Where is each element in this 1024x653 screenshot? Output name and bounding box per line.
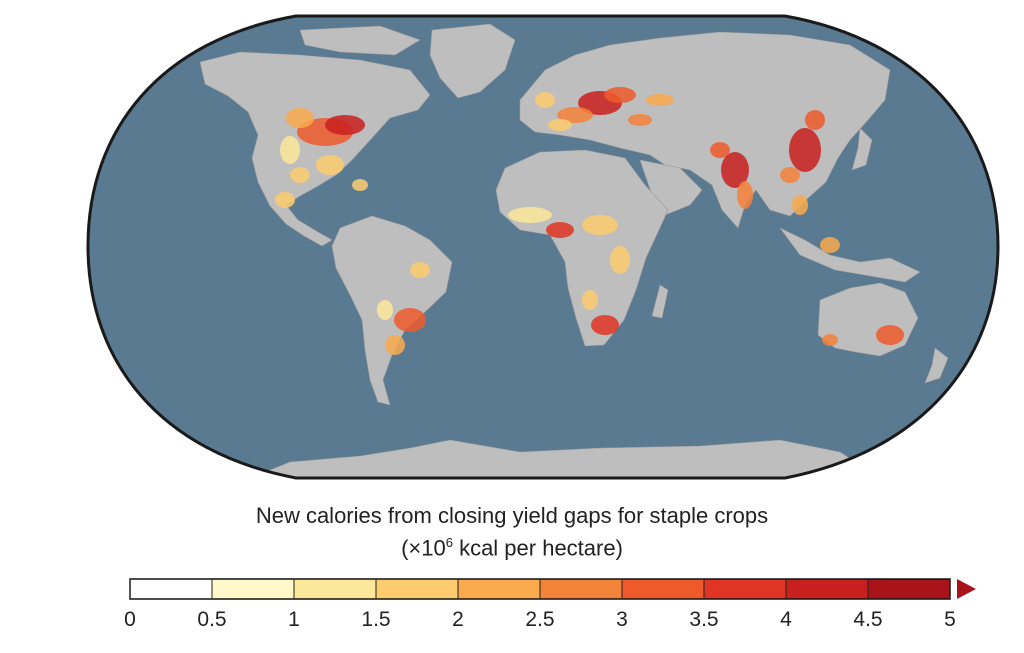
colorbar-tick-label: 3.5 <box>689 608 718 631</box>
hotspot-4 <box>290 167 310 183</box>
hotspot-28 <box>410 262 430 278</box>
hotspot-2 <box>286 108 314 128</box>
colorbar-extend-arrow <box>957 579 976 599</box>
hotspot-7 <box>557 107 593 123</box>
hotspot-23 <box>610 246 630 274</box>
colorbar-tick-label: 3 <box>616 608 628 631</box>
hotspot-19 <box>792 195 808 215</box>
hotspot-33 <box>275 192 295 208</box>
hotspot-20 <box>508 207 552 223</box>
hotspot-15 <box>710 142 730 158</box>
colorbar-cell-8 <box>786 579 869 599</box>
colorbar-cell-9 <box>868 579 951 599</box>
legend-title: New calories from closing yield gaps for… <box>255 503 769 528</box>
colorbar-cell-0 <box>130 579 213 599</box>
land-greenland <box>429 23 516 99</box>
colorbar-cell-6 <box>622 579 705 599</box>
hotspot-10 <box>535 92 555 108</box>
hotspot-26 <box>394 308 426 332</box>
colorbar-cell-1 <box>212 579 295 599</box>
hotspot-25 <box>582 290 598 310</box>
land-north-america <box>199 51 431 247</box>
hotspot-24 <box>591 315 619 335</box>
hotspot-21 <box>546 222 574 238</box>
globe-outline <box>86 14 1000 480</box>
colorbar: 0 0.5 1 1.5 2 2.5 3 3.5 4 4.5 5 <box>0 570 1024 648</box>
land-antarctica <box>249 439 882 478</box>
hotspot-27 <box>385 335 405 355</box>
colorbar-cell-4 <box>458 579 541 599</box>
colorbar-cell-3 <box>376 579 459 599</box>
colorbar-tick-label: 2 <box>452 608 464 631</box>
hotspot-32 <box>820 237 840 253</box>
hotspot-30 <box>876 325 904 345</box>
colorbar-tick-label: 5 <box>944 608 956 631</box>
hotspot-34 <box>352 179 368 191</box>
colorbar-cells <box>130 579 951 599</box>
colorbar-tick-label: 0.5 <box>197 608 226 631</box>
colorbar-ticks: 0 0.5 1 1.5 2 2.5 3 3.5 4 4.5 5 <box>124 579 956 631</box>
hotspot-11 <box>628 114 652 126</box>
hotspot-18 <box>780 167 800 183</box>
colorbar-cell-5 <box>540 579 623 599</box>
land-madagascar <box>651 284 669 319</box>
hotspot-16 <box>789 128 821 172</box>
hotspot-29 <box>377 300 393 320</box>
land-se-asia-islands <box>779 227 921 283</box>
land-new-zealand <box>924 347 949 384</box>
hotspot-13 <box>721 152 749 188</box>
legend-units: (×106 kcal per hectare) <box>401 535 623 561</box>
colorbar-cell-2 <box>294 579 377 599</box>
colorbar-cell-7 <box>704 579 787 599</box>
hotspot-5 <box>316 155 344 175</box>
yield-gap-hotspots <box>275 87 904 355</box>
hotspot-22 <box>582 215 618 235</box>
colorbar-tick-label: 2.5 <box>525 608 554 631</box>
hotspot-31 <box>822 334 838 346</box>
colorbar-tick-label: 4 <box>780 608 792 631</box>
colorbar-tick-label: 4.5 <box>853 608 882 631</box>
hotspot-1 <box>325 115 365 135</box>
land-arctic-islands <box>299 25 421 56</box>
land-japan <box>851 127 873 171</box>
colorbar-tick-label: 1 <box>288 608 300 631</box>
hotspot-8 <box>548 119 572 131</box>
hotspot-17 <box>805 110 825 130</box>
hotspot-3 <box>280 136 300 164</box>
hotspot-14 <box>737 181 753 209</box>
world-map <box>86 14 1000 480</box>
colorbar-tick-label: 1.5 <box>361 608 390 631</box>
hotspot-12 <box>646 94 674 106</box>
colorbar-tick-label: 0 <box>124 608 136 631</box>
hotspot-9 <box>604 87 636 103</box>
